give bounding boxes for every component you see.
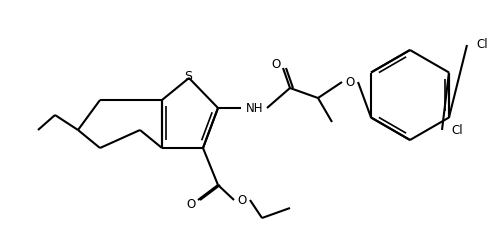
Text: S: S: [184, 70, 192, 84]
Text: Cl: Cl: [451, 124, 462, 137]
Text: O: O: [186, 198, 196, 210]
Text: O: O: [238, 193, 247, 207]
Text: NH: NH: [246, 101, 264, 114]
Text: O: O: [271, 58, 281, 70]
Text: O: O: [345, 75, 355, 89]
Text: Cl: Cl: [476, 39, 488, 51]
